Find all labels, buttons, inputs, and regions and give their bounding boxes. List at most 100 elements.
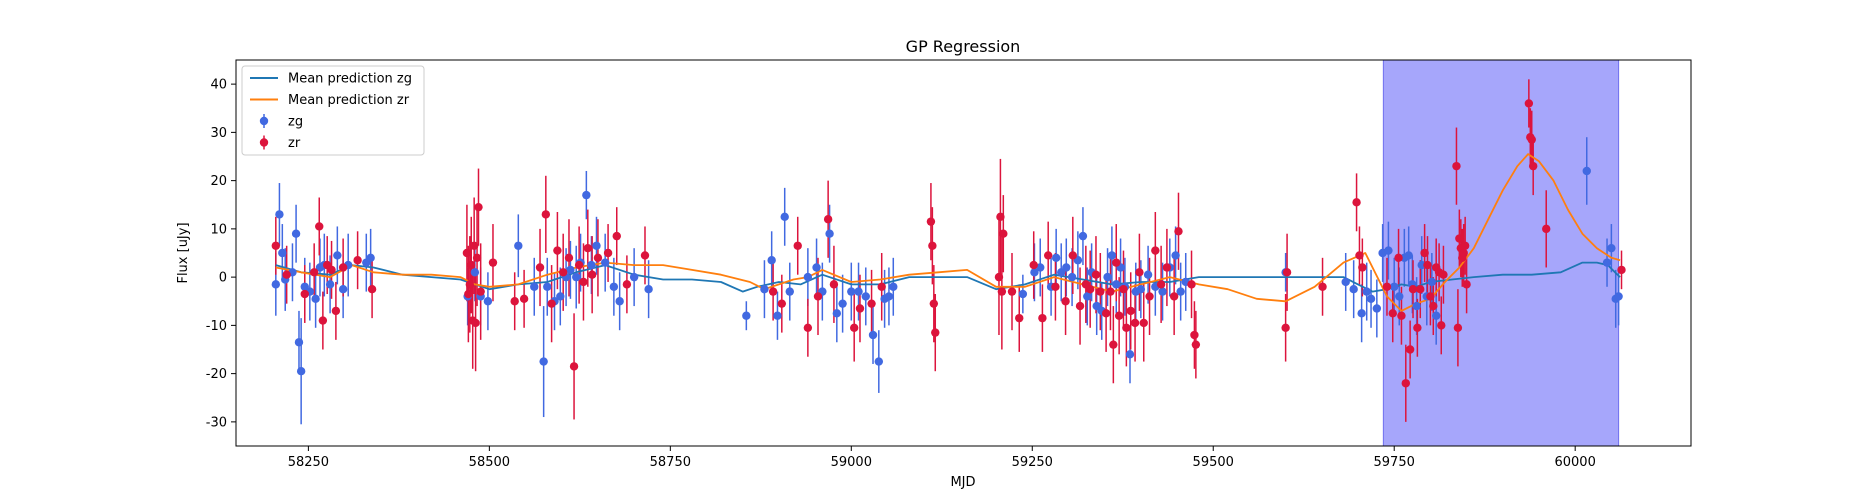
data-point-zr: [1101, 309, 1111, 318]
data-point-zr: [558, 268, 568, 277]
data-point-zr: [1382, 282, 1392, 291]
data-point-zr: [1462, 280, 1471, 289]
data-point-zr: [1423, 260, 1432, 270]
data-point-zr: [367, 284, 377, 294]
data-point-zr: [331, 306, 341, 316]
data-point-zr: [1169, 292, 1179, 301]
data-point-zr: [309, 268, 319, 277]
data-point-zr: [593, 253, 603, 263]
data-point-zr: [929, 299, 939, 308]
data-point-zg: [767, 256, 776, 265]
data-point-zr: [1190, 330, 1199, 340]
data-point-zg: [1341, 277, 1350, 287]
data-point-zg: [874, 357, 884, 366]
data-point-zg: [780, 212, 789, 222]
data-point-zr: [1542, 224, 1551, 234]
data-point-zr: [1119, 284, 1128, 294]
y-axis: -30 -20 -10 0 10 20 30 40: [206, 78, 236, 430]
data-point-zr: [1460, 241, 1470, 250]
data-point-zr: [1405, 345, 1415, 354]
data-point-zg: [1107, 251, 1117, 260]
highlight-region: [1382, 60, 1620, 446]
data-point-zg: [785, 287, 794, 296]
data-point-zg: [572, 272, 581, 282]
data-point-zg: [1390, 282, 1399, 291]
data-point-zr: [465, 280, 475, 289]
data-point-zr: [574, 260, 584, 270]
data-point-zr: [1352, 198, 1361, 207]
data-point-zr: [535, 263, 545, 272]
data-point-zg: [832, 309, 842, 318]
data-point-zr: [318, 316, 328, 325]
data-point-zr: [1051, 282, 1060, 291]
data-point-zr: [777, 299, 787, 308]
data-point-zr: [622, 280, 632, 289]
data-point-zg: [271, 280, 281, 289]
x-tick-label: 58500: [469, 455, 510, 470]
data-point-zg: [1125, 350, 1135, 359]
data-point-zr: [1401, 379, 1410, 388]
data-point-zg: [1417, 260, 1426, 270]
data-point-zr: [793, 241, 802, 250]
data-point-zr: [472, 253, 482, 263]
data-point-zg: [868, 330, 878, 340]
data-point-zr: [300, 289, 309, 299]
data-point-zg: [1404, 251, 1413, 260]
data-point-zg: [366, 253, 375, 263]
data-point-zr: [813, 292, 823, 301]
data-point-zr: [541, 210, 551, 219]
data-point-zr: [1455, 234, 1464, 243]
x-tick-label: 59750: [1374, 455, 1415, 470]
data-point-zr: [1068, 251, 1078, 260]
legend-marker-swatch: [259, 138, 269, 147]
data-point-zg: [1112, 280, 1121, 289]
data-point-zg: [275, 210, 284, 219]
data-point-zr: [1091, 270, 1101, 279]
x-tick-label: 59250: [1012, 455, 1053, 470]
data-point-zg: [1395, 292, 1404, 301]
y-axis-label: Flux [uJy]: [176, 222, 191, 283]
data-point-zr: [1043, 251, 1053, 260]
data-point-zg: [884, 292, 894, 301]
data-point-zr: [926, 217, 936, 226]
data-point-zr: [471, 318, 480, 328]
data-point-zr: [1408, 284, 1418, 294]
data-point-zr: [338, 263, 348, 272]
data-point-zr: [469, 241, 479, 250]
data-point-zg: [556, 292, 565, 301]
data-point-zr: [579, 277, 588, 287]
data-point-zg: [1602, 258, 1612, 267]
data-point-zg: [311, 294, 320, 304]
y-tick-label: 10: [210, 222, 227, 237]
data-point-zr: [1388, 309, 1397, 318]
data-point-zg: [803, 272, 813, 282]
data-point-zr: [315, 222, 324, 231]
data-point-zg: [470, 268, 480, 277]
legend-label: zg: [288, 115, 303, 130]
mean-prediction-zr-line: [275, 153, 1621, 312]
data-point-zg: [1427, 277, 1437, 287]
data-point-zr: [1156, 280, 1166, 289]
data-point-zr: [849, 323, 859, 332]
data-point-zg: [338, 284, 348, 294]
data-point-zr: [1151, 246, 1160, 255]
data-point-zg: [1018, 289, 1028, 299]
data-point-zr: [823, 215, 833, 224]
data-point-zg: [333, 251, 342, 260]
plot-area: [235, 59, 1692, 447]
data-point-zr: [603, 248, 613, 258]
data-point-zr: [271, 241, 281, 250]
data-point-zg: [600, 258, 610, 267]
data-point-zr: [1106, 287, 1115, 296]
data-point-zr: [510, 297, 519, 306]
data-point-zg: [629, 272, 639, 282]
y-tick-label: 30: [210, 126, 227, 141]
data-point-zr: [1452, 161, 1461, 171]
data-point-zg: [609, 282, 619, 291]
data-point-zg: [773, 311, 782, 320]
data-point-zg: [838, 299, 847, 308]
data-point-zg: [847, 287, 856, 296]
data-point-zr: [997, 287, 1007, 296]
data-point-zg: [615, 297, 624, 306]
data-point-zr: [1029, 260, 1038, 270]
